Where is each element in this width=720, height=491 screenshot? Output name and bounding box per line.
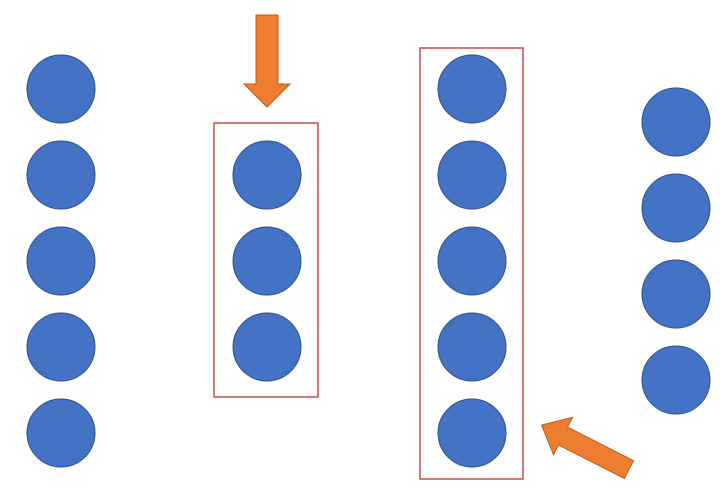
arrow-up-left-icon (540, 416, 635, 480)
circle (641, 345, 711, 415)
circle (641, 87, 711, 157)
arrow-down-icon (242, 14, 292, 108)
circle (641, 173, 711, 243)
circle (26, 312, 96, 382)
circle (26, 140, 96, 210)
circle (232, 226, 302, 296)
highlight-box (213, 122, 319, 398)
group-3 (419, 47, 524, 480)
circle (641, 259, 711, 329)
highlight-box (419, 47, 524, 480)
group-2 (213, 122, 319, 398)
circle (26, 226, 96, 296)
circle (437, 226, 507, 296)
circle (26, 54, 96, 124)
circle (437, 140, 507, 210)
circle (26, 398, 96, 468)
circle (437, 398, 507, 468)
group-4 (641, 87, 711, 415)
circle (232, 140, 302, 210)
circle (437, 312, 507, 382)
circle (437, 54, 507, 124)
circle (232, 312, 302, 382)
group-1 (26, 54, 96, 468)
